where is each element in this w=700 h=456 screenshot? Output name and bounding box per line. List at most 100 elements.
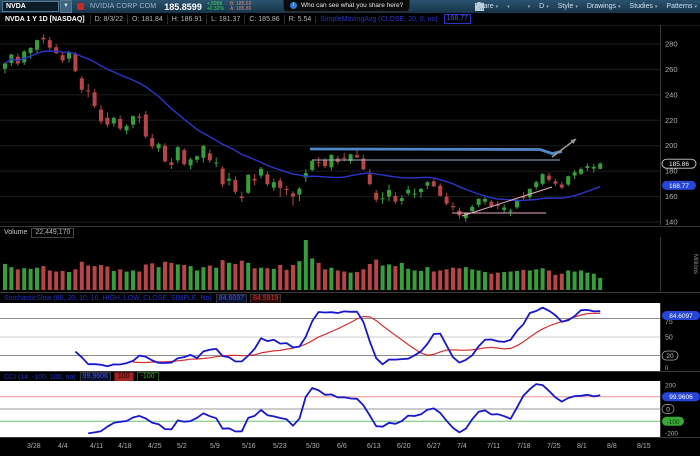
change-value: +.5999 [206, 0, 223, 7]
patterns-icon [475, 2, 484, 10]
drawing-resistance-trendline[interactable] [309, 147, 563, 155]
volume-label[interactable]: Volume [4, 229, 28, 236]
svg-text:0: 0 [666, 407, 670, 414]
x-axis-label: 5/23 [273, 443, 287, 450]
volume-header: Volume 22,449,170 [0, 226, 700, 238]
last-price: 185.8599 [164, 1, 202, 12]
ohlc-field: L: 181.37 [206, 14, 244, 24]
cci-line [88, 383, 601, 435]
volume-value-box: 22,449,170 [31, 227, 75, 238]
svg-text:220: 220 [665, 116, 678, 125]
svg-text:160: 160 [665, 192, 678, 201]
volume-bars [3, 240, 603, 290]
stochastic-study-label[interactable]: StochasticSlow (80, 20, 10, 10, HIGH, LO… [4, 295, 212, 302]
svg-text:185.86: 185.86 [669, 161, 689, 168]
cci-lower-bubble: -100 [662, 416, 684, 426]
x-axis-label: 3/28 [27, 443, 41, 450]
stochastic-d-line [132, 312, 601, 364]
symbol-input[interactable]: NVDA [2, 1, 59, 12]
patterns-button[interactable]: Patterns ▾ [475, 2, 697, 10]
x-axis-label: 7/25 [547, 443, 561, 450]
x-axis-label: 5/30 [306, 443, 320, 450]
company-name: NVIDIA CORP COM [90, 3, 157, 10]
share-tooltip: i Who can see what you share here? [283, 0, 411, 12]
candlesticks[interactable] [3, 34, 603, 222]
tooltip-icon: i [290, 2, 297, 9]
time-axis[interactable]: 3/28 4/4 4/11 4/18 4/25 5/2 5/9 5/16 5/23 5/30 6/6… [0, 437, 700, 456]
settings-button[interactable]: ▾ [474, 2, 530, 11]
svg-text:50: 50 [665, 335, 673, 342]
cci-zero-bubble: 0 [661, 404, 675, 414]
svg-text:140: 140 [665, 217, 678, 225]
cci-study-label[interactable]: CCI (14, -100, 100, no) [4, 373, 76, 381]
x-axis-label: 6/6 [337, 443, 347, 450]
stochastic-d-value-box: 84.5919 [250, 293, 282, 304]
x-axis-label: 8/1 [577, 443, 587, 450]
change-stack: +.5999 +0.32% [206, 0, 224, 12]
sma-value-box: 168.77 [443, 14, 472, 24]
sma-line[interactable] [4, 50, 601, 202]
ask-value: A: 185.86 [229, 5, 252, 12]
svg-text:-200: -200 [665, 431, 678, 437]
symbol-dropdown-button[interactable]: ▼ [60, 0, 72, 13]
toolbar-buttons: Share ▾ ▾ ▾ D ▾ Style ▾ Drawings ▾ Studies ▾ [474, 0, 697, 13]
stoch-k-bubble: 84.6097 [662, 311, 700, 321]
svg-text:280: 280 [665, 40, 678, 49]
svg-text:20: 20 [666, 353, 674, 360]
x-axis-label: 4/4 [58, 443, 68, 450]
svg-text:0: 0 [665, 366, 669, 371]
x-axis-label: 7/18 [517, 443, 531, 450]
ohlc-field: H: 186.91 [166, 14, 206, 24]
ohlc-field: R: 5.54 [283, 14, 316, 24]
calendar-button[interactable]: ▾ [474, 3, 510, 11]
x-axis-label: 4/11 [90, 443, 104, 450]
svg-text:168.77: 168.77 [669, 183, 689, 190]
x-axis-label: 8/8 [607, 443, 617, 450]
sma-axis-bubble: 168.77 [662, 180, 696, 190]
stochastic-panel[interactable]: 75 50 0 20 84.6097 [0, 303, 700, 371]
svg-text:99.9606: 99.9606 [669, 394, 693, 401]
bid-value: B: 185.69 [229, 0, 252, 7]
x-axis-label: 5/2 [177, 443, 187, 450]
x-axis-label: 8/15 [637, 443, 651, 450]
svg-text:84.6097: 84.6097 [669, 313, 693, 320]
stochastic-k-value-box: 84.6097 [215, 293, 248, 304]
x-axis-label: 4/18 [118, 443, 132, 450]
bid-ask-stack: B: 185.69 A: 185.86 [229, 0, 252, 12]
drawing-pink-trend-diagonal[interactable] [461, 186, 553, 217]
ohlc-field: C: 185.86 [244, 14, 283, 24]
x-axis-label: 7/11 [487, 443, 501, 450]
x-axis-label: 7/4 [457, 443, 467, 450]
cci-value-bubble: 99.9606 [662, 392, 700, 402]
drawing-gray-arrow-head [570, 139, 576, 144]
stochastic-k-line [74, 306, 601, 368]
svg-text:180: 180 [665, 167, 678, 176]
stoch-oversold-bubble: 20 [661, 350, 679, 361]
x-axis-label: 5/9 [210, 443, 220, 450]
sma-study-label[interactable]: SimpleMovingAvg (CLOSE, 20, 0, no) [315, 15, 441, 23]
x-axis-label: 5/16 [242, 443, 256, 450]
chart-title: NVDA 1 Y 1D [NASDAQ] [5, 15, 85, 23]
volume-panel[interactable]: Millions [0, 237, 700, 291]
svg-text:-100: -100 [666, 419, 679, 426]
price-chart-panel[interactable]: 280 260 240 220 200 180 160 140 185.86 168.77 [0, 25, 700, 225]
x-axis-label: 4/25 [148, 443, 162, 450]
ohlc-field: D: 8/3/22 [89, 14, 127, 24]
svg-text:240: 240 [665, 90, 678, 99]
svg-text:200: 200 [665, 382, 676, 389]
timeframe-button[interactable]: D ▾ [539, 3, 549, 10]
studies-button[interactable]: Studies ▾ [474, 2, 657, 11]
change-percent: +0.32% [206, 5, 224, 12]
style-button[interactable]: Style ▾ [475, 2, 578, 11]
ohlc-field: O: 181.84 [127, 14, 167, 24]
cci-panel[interactable]: 200 -200 99.9606 0 -100 [0, 381, 700, 437]
svg-text:260: 260 [665, 65, 678, 74]
chart-header: NVDA 1 Y 1D [NASDAQ] D: 8/3/22 O: 181.84 H… [0, 13, 700, 26]
ohlc-fields: D: 8/3/22 O: 181.84 H: 186.91 L: 181.37 C: 1… [89, 14, 316, 24]
drawings-button[interactable]: Drawings ▾ [475, 2, 621, 11]
last-price-bubble: 185.86 [661, 158, 697, 169]
tooltip-text: Who can see what you share here? [301, 2, 404, 9]
stochastic-header: StochasticSlow (80, 20, 10, 10, HIGH, LO… [0, 292, 700, 304]
link-color-icon[interactable] [77, 3, 84, 10]
svg-text:200: 200 [665, 141, 678, 150]
